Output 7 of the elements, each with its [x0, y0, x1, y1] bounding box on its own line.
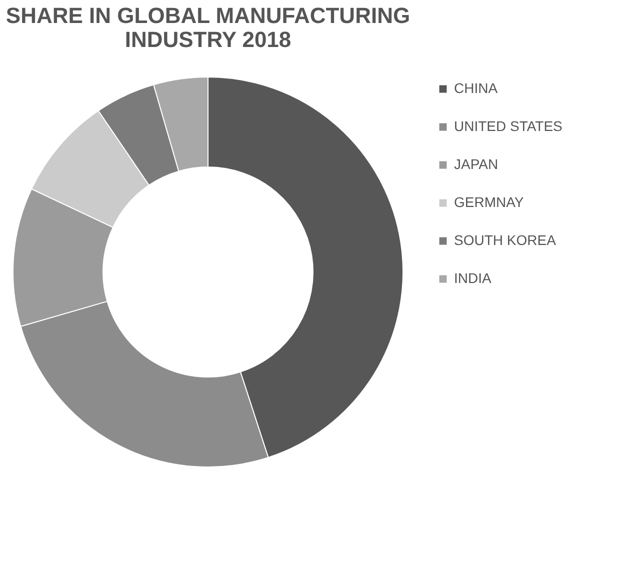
legend-label: INDIA: [454, 270, 492, 286]
legend-label: JAPAN: [454, 156, 498, 172]
legend-label: SOUTH KOREA: [454, 232, 557, 248]
chart-title: SHARE IN GLOBAL MANUFACTURING INDUSTRY 2018: [6, 3, 410, 52]
legend-label: GERMNAY: [454, 194, 524, 210]
legend-label: UNITED STATES: [454, 118, 562, 134]
legend-label: CHINA: [454, 80, 498, 96]
